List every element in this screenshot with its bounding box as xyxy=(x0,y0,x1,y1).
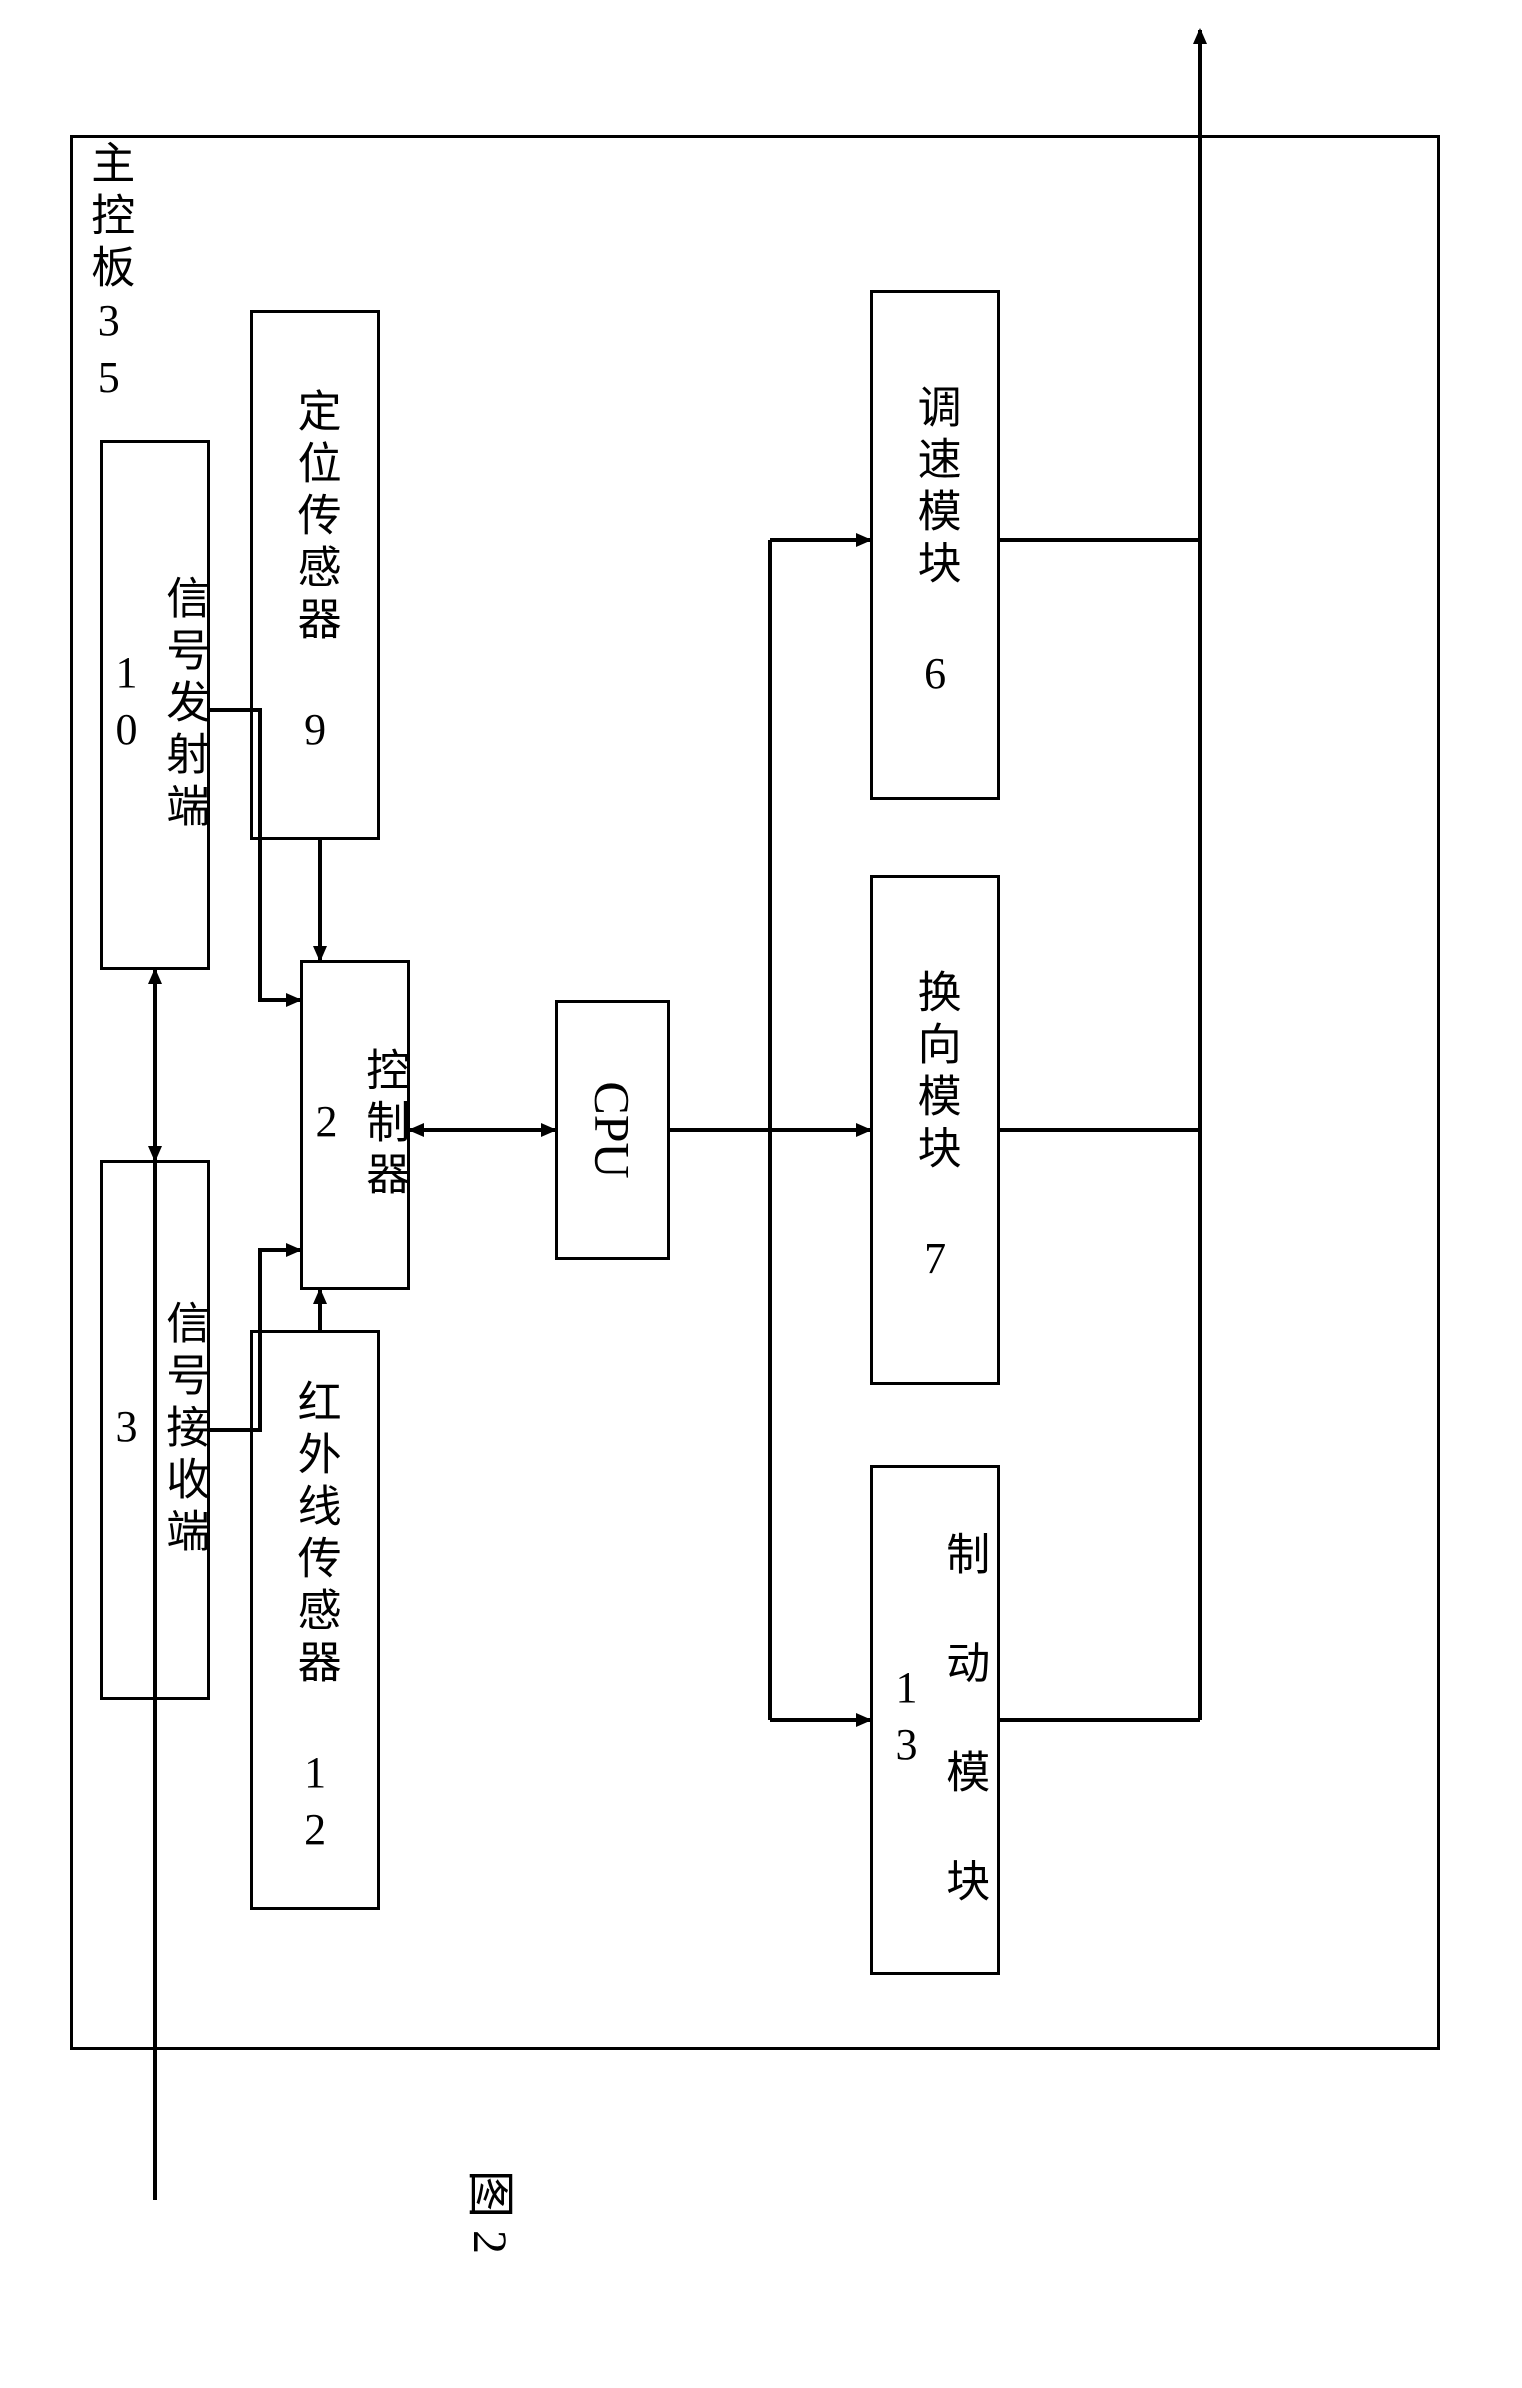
position-sensor-node: 定位传感器 9 xyxy=(250,310,380,840)
main-board-label: 主控板35 xyxy=(80,140,137,410)
cpu-label: CPU xyxy=(583,1081,641,1178)
speed-module-label: 调速模块 6 xyxy=(906,384,963,706)
signal-tx-node: 信号发射端 10 xyxy=(100,440,210,970)
direction-module-node: 换向模块 7 xyxy=(870,875,1000,1385)
cpu-node: CPU xyxy=(555,1000,670,1260)
brake-module-node: 制 动 模 块 13 xyxy=(870,1465,1000,1975)
direction-module-label: 换向模块 7 xyxy=(906,969,963,1291)
brake-module-label: 制 动 模 块 13 xyxy=(878,1531,992,1910)
speed-module-node: 调速模块 6 xyxy=(870,290,1000,800)
controller-node: 控制器 2 xyxy=(300,960,410,1290)
ir-sensor-node: 红外线传感器 12 xyxy=(250,1330,380,1910)
figure-caption: 图 2 xyxy=(460,2170,530,2254)
position-sensor-label: 定位传感器 9 xyxy=(286,388,343,762)
ir-sensor-label: 红外线传感器 12 xyxy=(286,1379,343,1862)
signal-rx-label: 信号接收端 3 xyxy=(98,1300,212,1560)
signal-rx-node: 信号接收端 3 xyxy=(100,1160,210,1700)
signal-tx-label: 信号发射端 10 xyxy=(98,575,212,835)
controller-label: 控制器 2 xyxy=(298,1047,412,1203)
